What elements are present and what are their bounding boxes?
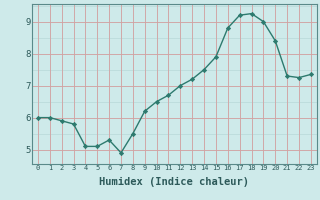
X-axis label: Humidex (Indice chaleur): Humidex (Indice chaleur) — [100, 177, 249, 187]
